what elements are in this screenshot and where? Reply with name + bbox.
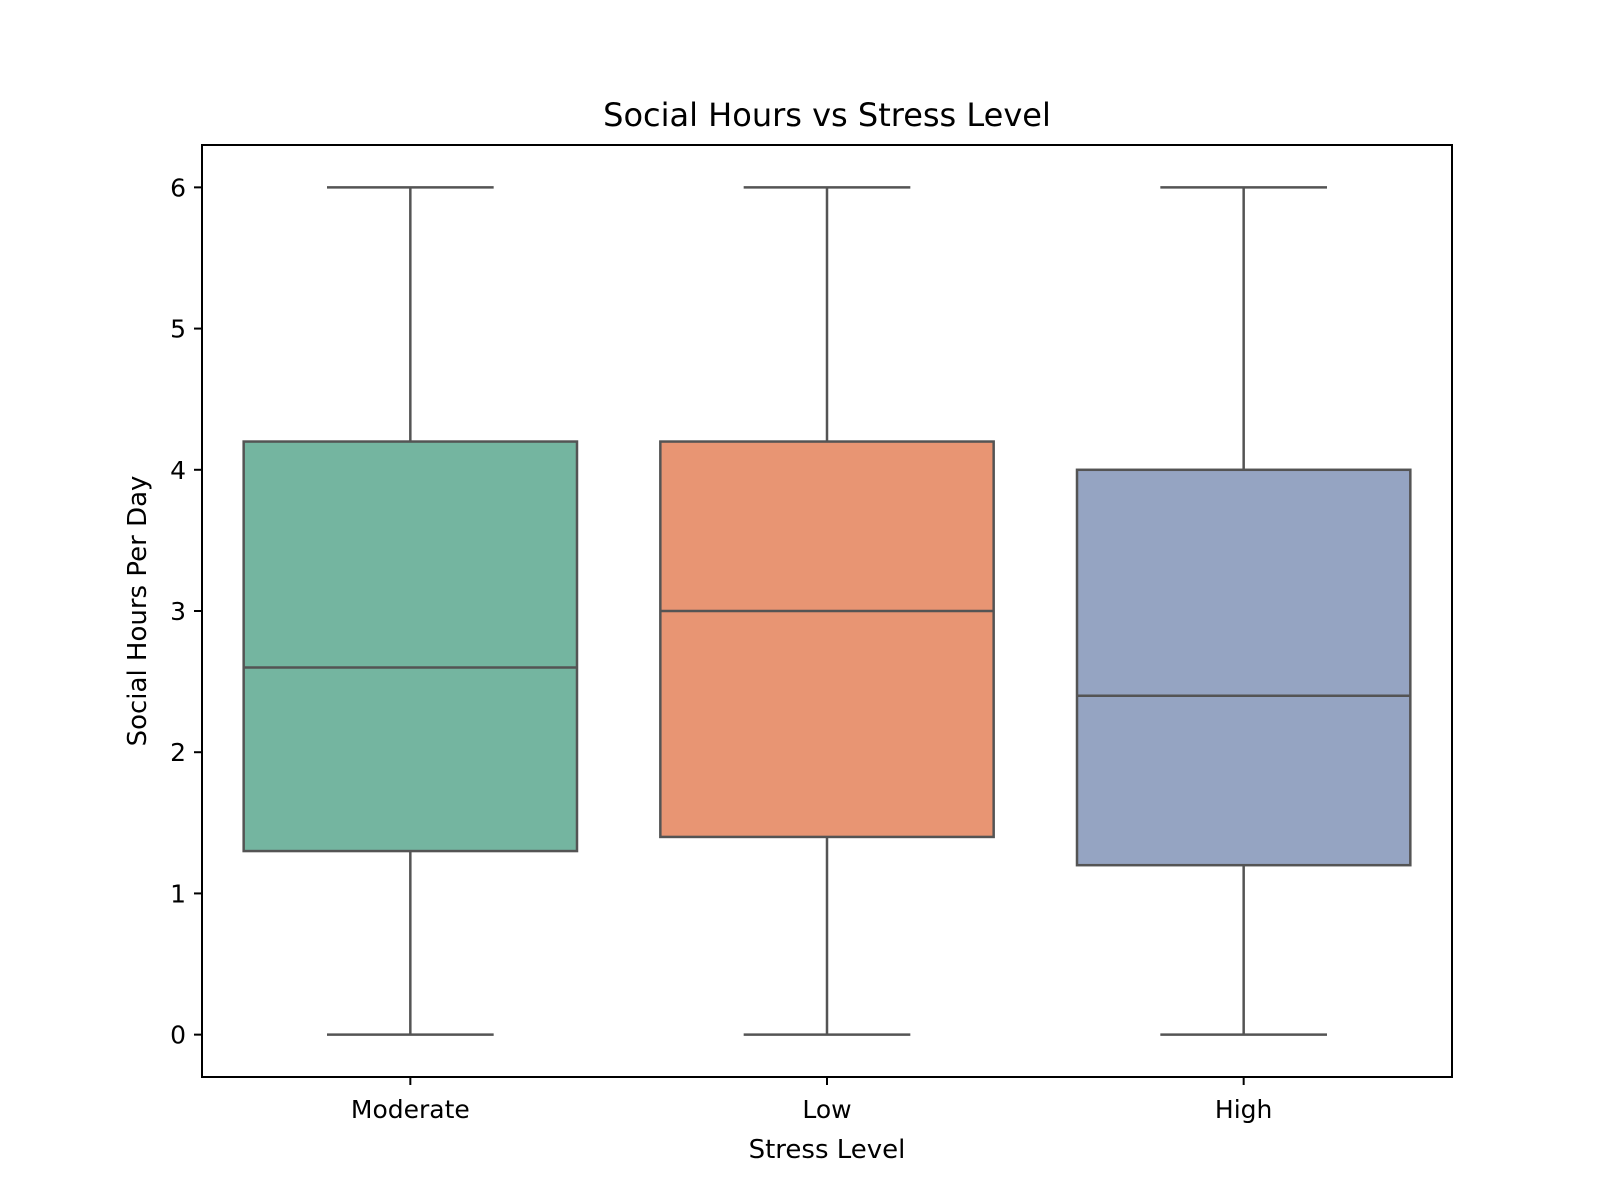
y-axis-label: Social Hours Per Day xyxy=(123,476,153,747)
y-tick-label-6: 6 xyxy=(170,173,186,202)
y-tick-label-3: 3 xyxy=(170,597,186,626)
y-tick-label-5: 5 xyxy=(170,315,186,344)
box-low xyxy=(659,186,995,1036)
plot-area xyxy=(242,186,1412,1036)
iqr-box-high xyxy=(1075,468,1412,867)
chart-title: Social Hours vs Stress Level xyxy=(603,96,1051,134)
iqr-box-moderate xyxy=(242,440,579,853)
y-tick-label-2: 2 xyxy=(170,738,186,767)
x-tick-label-high: High xyxy=(1215,1095,1272,1124)
y-tick-label-0: 0 xyxy=(170,1021,186,1050)
iqr-box-low xyxy=(659,440,995,839)
x-tick-label-low: Low xyxy=(802,1095,851,1124)
box-moderate xyxy=(242,186,579,1036)
y-tick-label-4: 4 xyxy=(170,456,186,485)
y-axis: 0 1 2 3 4 5 6 xyxy=(170,173,202,1050)
box-high xyxy=(1075,186,1412,1036)
x-axis: Moderate Low High xyxy=(351,1077,1272,1124)
x-tick-label-moderate: Moderate xyxy=(351,1095,470,1124)
x-axis-label: Stress Level xyxy=(749,1135,906,1165)
y-tick-label-1: 1 xyxy=(170,879,186,908)
